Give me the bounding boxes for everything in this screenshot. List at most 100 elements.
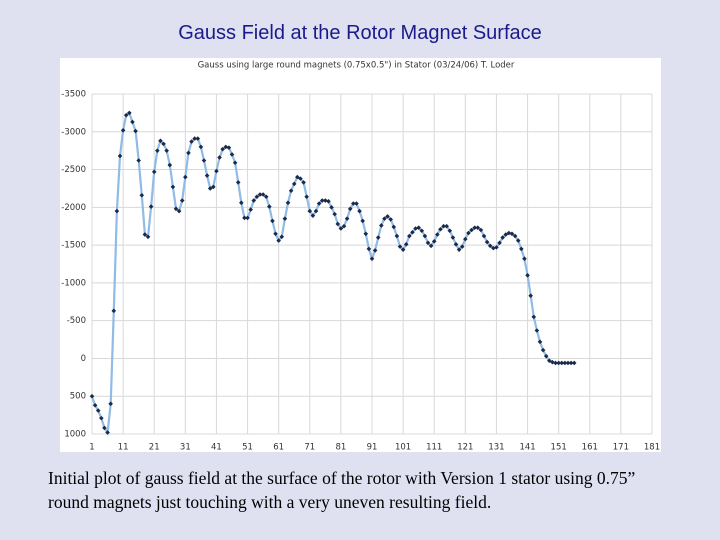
y-tick-label: -3000 (61, 127, 86, 137)
data-point (295, 174, 300, 180)
data-point (214, 168, 219, 174)
data-point (291, 181, 297, 187)
data-point (323, 198, 328, 203)
x-tick-label: 1 (89, 443, 94, 453)
data-point (397, 244, 403, 249)
data-point (211, 184, 216, 190)
data-point (285, 200, 291, 206)
data-point (260, 192, 266, 197)
data-point (382, 216, 387, 221)
data-point (456, 247, 462, 252)
data-point (95, 408, 101, 413)
data-point (201, 158, 207, 163)
data-point (326, 198, 331, 204)
data-point (335, 221, 341, 227)
data-point (354, 201, 359, 206)
data-point (304, 194, 309, 200)
data-point (515, 238, 521, 243)
x-tick-label: 151 (551, 443, 567, 453)
data-point (155, 148, 160, 153)
data-point (466, 230, 471, 236)
data-point (568, 360, 574, 366)
chart-title: Gauss using large round magnets (0.75x0.… (198, 61, 515, 71)
data-point (111, 308, 117, 314)
data-point (248, 207, 253, 212)
data-point (148, 204, 154, 209)
data-point (279, 234, 285, 240)
data-point (164, 148, 169, 153)
chart-background (60, 58, 661, 452)
data-point (519, 246, 524, 252)
data-point (528, 293, 533, 299)
data-point (494, 245, 499, 250)
data-point (220, 146, 225, 152)
data-point (99, 415, 104, 421)
data-point (123, 112, 129, 118)
data-point (158, 138, 163, 144)
data-point (428, 243, 434, 249)
data-point (357, 208, 362, 214)
data-point (167, 162, 173, 168)
data-point (534, 328, 540, 333)
data-point (217, 155, 222, 160)
data-point (254, 194, 260, 200)
data-point (571, 360, 577, 366)
data-point (540, 347, 546, 353)
y-tick-label: -2000 (61, 203, 86, 213)
data-point (422, 233, 428, 239)
data-point (388, 217, 393, 222)
data-point (257, 192, 263, 197)
data-point (403, 242, 409, 247)
data-point (431, 239, 437, 244)
y-tick-label: -500 (67, 316, 86, 326)
data-point (525, 273, 530, 278)
data-point (226, 145, 232, 150)
data-point (173, 206, 179, 212)
data-point (537, 339, 543, 345)
x-tick-label: 181 (644, 443, 660, 453)
data-point (108, 401, 113, 407)
data-point (239, 200, 244, 206)
x-tick-label: 101 (395, 443, 411, 453)
data-point (332, 211, 337, 217)
data-point (522, 256, 527, 262)
data-point (114, 208, 120, 214)
x-tick-label: 111 (426, 443, 442, 453)
data-point (242, 215, 247, 221)
caption: Initial plot of gauss field at the surfa… (48, 468, 636, 512)
x-tick-label: 141 (519, 443, 535, 453)
data-point (316, 201, 322, 206)
x-tick-label: 91 (367, 443, 378, 453)
data-point (478, 227, 484, 233)
x-tick-label: 51 (242, 443, 253, 453)
data-point (307, 208, 313, 214)
data-point (375, 235, 381, 240)
data-point (310, 213, 316, 218)
data-point (338, 226, 344, 231)
data-point (117, 153, 123, 159)
data-point (351, 201, 356, 206)
data-point (438, 226, 443, 232)
data-point (444, 223, 449, 229)
x-tick-label: 31 (180, 443, 191, 453)
y-tick-label: -1000 (61, 278, 86, 288)
data-point (263, 194, 269, 200)
data-point (282, 216, 288, 221)
data-point (491, 245, 496, 251)
data-point (562, 360, 568, 366)
data-point (139, 192, 145, 198)
y-tick-label: -3500 (61, 90, 86, 100)
data-point (142, 232, 148, 237)
chart: Gauss using large round magnets (0.75x0.… (60, 58, 661, 453)
data-point (207, 186, 213, 191)
x-tick-label: 161 (582, 443, 598, 453)
data-point (105, 430, 110, 435)
data-point (204, 173, 210, 178)
data-point (276, 238, 281, 243)
data-point (223, 144, 229, 150)
data-point (469, 227, 474, 233)
data-point (92, 402, 98, 408)
y-tick-label: -2500 (61, 165, 86, 175)
data-point (484, 239, 490, 245)
